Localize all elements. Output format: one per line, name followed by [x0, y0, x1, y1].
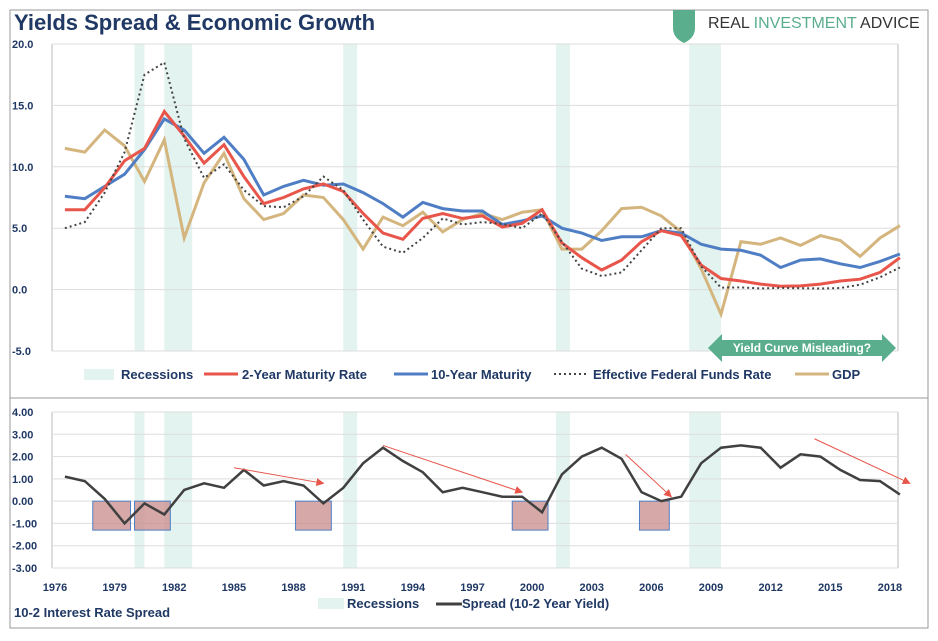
inversion-box: [638, 500, 670, 531]
legend-recessions-2: Recessions: [347, 596, 419, 611]
x-tick-label: 1976: [43, 582, 67, 594]
recession-band: [134, 44, 145, 351]
y-tick-label: 20.0: [12, 39, 33, 51]
y-tick-label: 4.00: [12, 407, 33, 419]
y-tick-label: -3.00: [12, 563, 37, 575]
x-tick-label: 2006: [639, 582, 663, 594]
y-tick-label: 0.0: [12, 285, 27, 297]
y-tick-label: -2.00: [12, 541, 37, 553]
bottom-legend: Recessions Spread (10-2 Year Yield) 10-2…: [14, 596, 609, 620]
ten-year-line: [64, 116, 901, 270]
y-tick-label: 5.0: [12, 223, 27, 235]
x-tick-label: 2000: [520, 582, 544, 594]
inversion-box: [295, 500, 332, 531]
recession-band: [343, 412, 358, 568]
trend-arrow: [814, 438, 911, 484]
recession-band: [164, 44, 193, 351]
bottom-chart-title: 10-2 Interest Rate Spread: [14, 605, 170, 620]
trend-arrow: [625, 453, 673, 498]
y-tick-label: -1.00: [12, 518, 37, 530]
brand-part2: INVESTMENT: [754, 15, 857, 32]
x-tick-label: 1997: [460, 582, 484, 594]
x-tick-label: 2009: [699, 582, 723, 594]
x-tick-label: 1994: [401, 582, 426, 594]
bottom-panel-frame: [9, 397, 929, 629]
top-panel-frame: [9, 9, 929, 399]
x-tick-label: 1988: [281, 582, 305, 594]
x-tick-label: 2003: [580, 582, 604, 594]
x-tick-label: 2012: [758, 582, 782, 594]
trend-arrow: [382, 444, 524, 494]
x-tick-label: 1982: [162, 582, 186, 594]
annotation-text: Yield Curve Misleading?: [733, 341, 871, 355]
y-tick-label: 3.00: [12, 429, 33, 441]
annotation-arrow: Yield Curve Misleading?: [708, 334, 896, 362]
legend-recessions: Recessions: [121, 367, 193, 382]
x-tick-label: 2018: [878, 582, 902, 594]
brand-part1: REAL: [708, 15, 754, 32]
legend-fed: Effective Federal Funds Rate: [593, 367, 771, 382]
brand-logo: REAL INVESTMENT ADVICE: [673, 10, 920, 43]
legend-spread: Spread (10-2 Year Yield): [462, 596, 609, 611]
y-tick-label: 0.00: [12, 496, 33, 508]
gdp-line: [64, 127, 901, 319]
legend-2yr: 2-Year Maturity Rate: [242, 367, 367, 382]
legend-gdp: GDP: [832, 367, 861, 382]
trend-arrow: [233, 467, 325, 487]
y-tick-label: 10.0: [12, 162, 33, 174]
top-legend: Recessions 2-Year Maturity Rate 10-Year …: [84, 367, 861, 382]
recession-band: [134, 412, 145, 568]
y-tick-label: -5.0: [12, 346, 31, 358]
svg-text:REAL INVESTMENT ADVICE: REAL INVESTMENT ADVICE: [708, 15, 920, 32]
y-tick-label: 1.00: [12, 474, 33, 486]
two-year-line: [64, 108, 901, 288]
spread-line: [64, 444, 901, 526]
x-tick-label: 1991: [341, 582, 365, 594]
x-tick-label: 2015: [818, 582, 842, 594]
y-tick-label: 15.0: [12, 100, 33, 112]
chart-title: Yields Spread & Economic Growth: [14, 10, 375, 35]
recession-band: [555, 44, 570, 351]
x-tick-label: 1985: [222, 582, 246, 594]
shield-icon: [673, 10, 695, 43]
inversion-box: [511, 500, 549, 531]
brand-part3: ADVICE: [856, 15, 919, 32]
y-tick-label: 2.00: [12, 452, 33, 464]
x-tick-label: 1979: [102, 582, 126, 594]
recession-band: [689, 412, 721, 568]
legend-10yr: 10-Year Maturity: [431, 367, 532, 382]
recession-band: [555, 412, 570, 568]
